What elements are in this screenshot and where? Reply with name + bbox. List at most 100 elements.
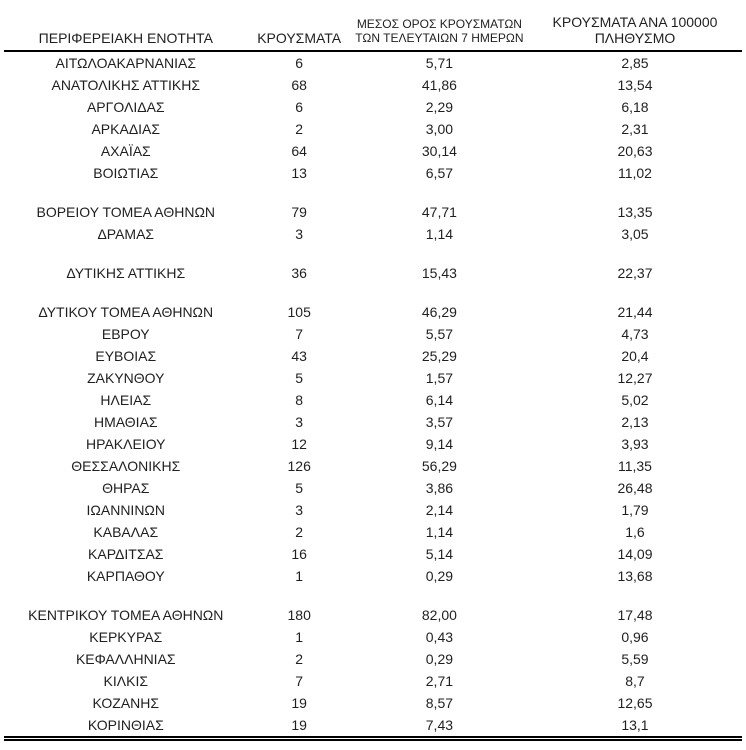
region-cell: ΔΡΑΜΑΣ xyxy=(97,226,155,242)
table-row: ΑΡΚΑΔΙΑΣ 2 3,00 2,31 xyxy=(4,118,742,140)
separator-cell xyxy=(4,245,742,262)
separator-row xyxy=(4,184,742,201)
region-cell: ΚΕΡΚΥΡΑΣ xyxy=(89,629,163,645)
avg7-cell: 9,14 xyxy=(425,436,454,452)
table-body: ΑΙΤΩΛΟΑΚΑΡΝΑΝΙΑΣ 6 5,71 2,85 ΑΝΑΤΟΛΙΚΗΣ ΑΤΤΙ… xyxy=(4,51,742,741)
per100k-cell: 1,6 xyxy=(625,524,645,540)
col-header-per100k-line2: ΠΛΗΘΥΣΜΟ xyxy=(594,29,676,46)
avg7-cell: 1,14 xyxy=(425,524,454,540)
cases-cell: 105 xyxy=(287,304,311,320)
separator-cell xyxy=(4,284,742,301)
per100k-cell: 8,7 xyxy=(625,673,645,689)
col-header-cases: ΚΡΟΥΣΜΑΤΑ xyxy=(247,6,351,52)
table-row: ΚΑΡΔΙΤΣΑΣ 16 5,14 14,09 xyxy=(4,543,742,565)
cases-cell: 19 xyxy=(291,695,307,711)
per100k-cell: 5,59 xyxy=(621,651,649,667)
cases-cell: 64 xyxy=(291,143,307,159)
table-row: ΔΡΑΜΑΣ 3 1,14 3,05 xyxy=(4,223,742,245)
avg7-cell: 1,14 xyxy=(425,226,454,242)
region-cell: ΚΙΛΚΙΣ xyxy=(103,673,148,689)
avg7-cell: 6,14 xyxy=(425,392,454,408)
table-row: ΘΕΣΣΑΛΟΝΙΚΗΣ 126 56,29 11,35 xyxy=(4,455,742,477)
col-header-per100k-line1: ΚΡΟΥΣΜΑΤΑ ΑΝΑ 100000 xyxy=(552,13,718,30)
table-row: ΑΙΤΩΛΟΑΚΑΡΝΑΝΙΑΣ 6 5,71 2,85 xyxy=(4,51,742,74)
per100k-cell: 11,35 xyxy=(617,458,652,474)
per100k-cell: 12,27 xyxy=(617,370,653,386)
cases-cell: 1 xyxy=(295,568,304,584)
region-cell: ΑΙΤΩΛΟΑΚΑΡΝΑΝΙΑΣ xyxy=(55,55,196,71)
table-row: ΔΥΤΙΚΗΣ ΑΤΤΙΚΗΣ 36 15,43 22,37 xyxy=(4,262,742,284)
col-header-region-label: ΠΕΡΙΦΕΡΕΙΑΚΗ ΕΝΟΤΗΤΑ xyxy=(38,29,213,46)
avg7-cell: 6,57 xyxy=(425,165,454,181)
region-cell: ΑΧΑΪΑΣ xyxy=(100,143,151,159)
per100k-cell: 2,31 xyxy=(621,121,649,137)
table-row: ΑΝΑΤΟΛΙΚΗΣ ΑΤΤΙΚΗΣ 68 41,86 13,54 xyxy=(4,74,742,96)
avg7-cell: 2,14 xyxy=(425,502,454,518)
table-row: ΚΟΡΙΝΘΙΑΣ 19 7,43 13,1 xyxy=(4,714,742,741)
cases-cell: 3 xyxy=(295,502,304,518)
per100k-cell: 4,73 xyxy=(621,326,649,342)
region-cell: ΚΟΖΑΝΗΣ xyxy=(92,695,160,711)
table-row: ΙΩΑΝΝΙΝΩΝ 3 2,14 1,79 xyxy=(4,499,742,521)
col-header-avg7: ΜΕΣΟΣ ΟΡΟΣ ΚΡΟΥΣΜΑΤΩΝ ΤΩΝ ΤΕΛΕΥΤΑΙΩΝ 7 Η… xyxy=(350,6,528,52)
per100k-cell: 14,09 xyxy=(617,546,653,562)
table-row: ΗΛΕΙΑΣ 8 6,14 5,02 xyxy=(4,389,742,411)
cases-cell: 1 xyxy=(295,629,304,645)
separator-row xyxy=(4,245,742,262)
cases-cell: 3 xyxy=(295,414,304,430)
per100k-cell: 5,02 xyxy=(621,392,649,408)
cases-cell: 16 xyxy=(291,546,307,562)
per100k-cell: 13,54 xyxy=(617,77,653,93)
col-header-region: ΠΕΡΙΦΕΡΕΙΑΚΗ ΕΝΟΤΗΤΑ xyxy=(4,6,248,52)
region-cell: ΖΑΚΥΝΘΟΥ xyxy=(87,370,165,386)
region-cell: ΗΡΑΚΛΕΙΟΥ xyxy=(86,436,166,452)
cases-cell: 2 xyxy=(295,524,304,540)
table-row: ΔΥΤΙΚΟΥ ΤΟΜΕΑ ΑΘΗΝΩΝ 105 46,29 21,44 xyxy=(4,301,742,323)
avg7-cell: 7,43 xyxy=(350,714,528,741)
per100k-cell: 0,96 xyxy=(621,629,649,645)
table-header: ΠΕΡΙΦΕΡΕΙΑΚΗ ΕΝΟΤΗΤΑ ΚΡΟΥΣΜΑΤΑ ΜΕΣΟΣ ΟΡΟ… xyxy=(4,6,742,52)
cases-cell: 3 xyxy=(295,226,304,242)
cases-cell: 5 xyxy=(295,480,304,496)
cases-cell: 36 xyxy=(291,265,307,281)
region-cell: ΚΟΡΙΝΘΙΑΣ xyxy=(4,714,248,741)
per100k-cell: 26,48 xyxy=(617,480,653,496)
avg7-cell: 0,29 xyxy=(425,651,454,667)
per100k-cell: 1,79 xyxy=(621,502,649,518)
avg7-cell: 2,71 xyxy=(425,673,454,689)
col-header-per100k: ΚΡΟΥΣΜΑΤΑ ΑΝΑ 100000 ΠΛΗΘΥΣΜΟ xyxy=(527,6,742,52)
col-header-avg7-line1: ΜΕΣΟΣ ΟΡΟΣ ΚΡΟΥΣΜΑΤΩΝ xyxy=(356,17,522,32)
avg7-cell: 0,29 xyxy=(425,568,454,584)
table-row: ΚΟΖΑΝΗΣ 19 8,57 12,65 xyxy=(4,692,742,714)
separator-cell xyxy=(4,587,742,604)
per100k-cell: 20,4 xyxy=(621,348,649,364)
col-header-avg7-line2: ΤΩΝ ΤΕΛΕΥΤΑΙΩΝ 7 ΗΜΕΡΩΝ xyxy=(355,31,524,46)
table-row: ΒΟΙΩΤΙΑΣ 13 6,57 11,02 xyxy=(4,162,742,184)
cases-cell: 43 xyxy=(291,348,307,364)
cases-cell: 79 xyxy=(291,204,307,220)
cases-cell: 6 xyxy=(295,55,304,71)
table-row: ΒΟΡΕΙΟΥ ΤΟΜΕΑ ΑΘΗΝΩΝ 79 47,71 13,35 xyxy=(4,201,742,223)
avg7-cell: 3,57 xyxy=(425,414,454,430)
table-row: ΚΑΒΑΛΑΣ 2 1,14 1,6 xyxy=(4,521,742,543)
per100k-cell: 3,93 xyxy=(621,436,649,452)
region-cell: ΚΕΝΤΡΙΚΟΥ ΤΟΜΕΑ ΑΘΗΝΩΝ xyxy=(28,607,224,623)
table-row: ΚΙΛΚΙΣ 7 2,71 8,7 xyxy=(4,670,742,692)
avg7-cell: 5,14 xyxy=(425,546,454,562)
table-row: ΚΕΝΤΡΙΚΟΥ ΤΟΜΕΑ ΑΘΗΝΩΝ 180 82,00 17,48 xyxy=(4,604,742,626)
avg7-cell: 3,86 xyxy=(425,480,454,496)
per100k-cell: 6,18 xyxy=(621,99,649,115)
per100k-cell: 17,48 xyxy=(617,607,653,623)
per100k-cell: 21,44 xyxy=(617,304,653,320)
header-row: ΠΕΡΙΦΕΡΕΙΑΚΗ ΕΝΟΤΗΤΑ ΚΡΟΥΣΜΑΤΑ ΜΕΣΟΣ ΟΡΟ… xyxy=(4,6,742,52)
region-cell: ΑΡΚΑΔΙΑΣ xyxy=(91,121,161,137)
table-row: ΘΗΡΑΣ 5 3,86 26,48 xyxy=(4,477,742,499)
region-cell: ΕΥΒΟΙΑΣ xyxy=(95,348,157,364)
region-cell: ΚΑΡΠΑΘΟΥ xyxy=(86,568,165,584)
table-row: ΑΡΓΟΛΙΔΑΣ 6 2,29 6,18 xyxy=(4,96,742,118)
per100k-cell: 22,37 xyxy=(617,265,653,281)
cases-cell: 2 xyxy=(295,651,304,667)
region-cell: ΘΕΣΣΑΛΟΝΙΚΗΣ xyxy=(71,458,181,474)
separator-cell xyxy=(4,184,742,201)
region-cell: ΘΗΡΑΣ xyxy=(102,480,150,496)
